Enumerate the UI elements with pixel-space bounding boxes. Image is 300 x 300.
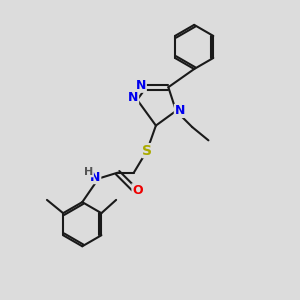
Text: O: O: [132, 184, 143, 197]
Text: S: S: [142, 144, 152, 158]
Text: N: N: [174, 104, 185, 117]
Text: N: N: [90, 171, 101, 184]
Text: N: N: [128, 91, 139, 104]
Text: H: H: [84, 167, 94, 177]
Text: N: N: [136, 79, 146, 92]
